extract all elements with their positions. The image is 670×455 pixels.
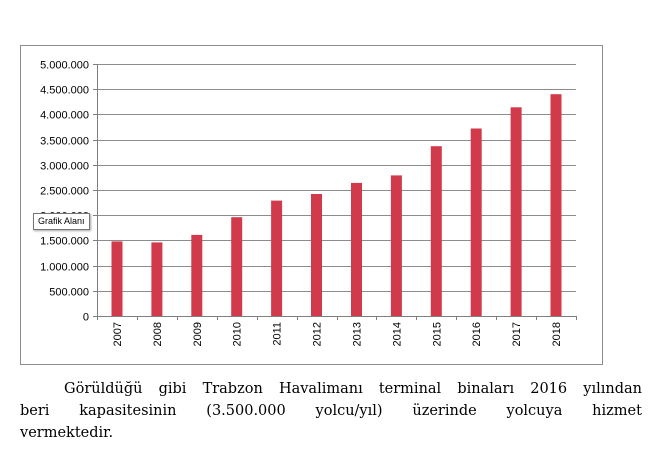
- bar-2017: [510, 107, 522, 316]
- caption-line-2-word: (3.500.000: [206, 403, 286, 419]
- x-tick-label: 2013: [351, 322, 363, 346]
- caption-line-3: vermektedir.: [20, 425, 114, 441]
- caption-line-2-word: hizmet: [592, 403, 642, 419]
- bar-2016: [470, 128, 482, 316]
- y-tick-label: 4.500.000: [40, 85, 89, 97]
- y-tick-labels: 0500.0001.000.0001.500.0002.000.0002.500…: [40, 60, 89, 324]
- x-tick-label: 2007: [112, 322, 124, 346]
- x-tick-label: 2010: [232, 322, 244, 346]
- y-tick-label: 3.500.000: [40, 136, 89, 148]
- bar-2018: [550, 94, 562, 316]
- caption-line-2-word: kapasitesinin: [79, 403, 177, 419]
- bar-2009: [191, 234, 203, 316]
- y-tick-label: 2.500.000: [40, 186, 89, 198]
- bar-2014: [390, 175, 402, 316]
- bar-2010: [231, 217, 243, 316]
- bar-2008: [151, 242, 163, 316]
- y-tick-label: 0: [83, 312, 89, 324]
- caption-line-2-word: üzerinde: [412, 403, 477, 419]
- caption-line-1-word: gibi: [158, 381, 187, 397]
- caption-line-1-word: terminal: [378, 381, 442, 397]
- bar-2015: [430, 146, 442, 316]
- x-tick-labels: 2007 2008 2009 2010 2011 2012 2013 2014 2015 2016…: [112, 322, 563, 346]
- bar-2007: [111, 241, 123, 316]
- bar-2013: [351, 182, 362, 316]
- caption-paragraph: Görüldüğü gibi Trabzon Havalimanı terminal bi…: [20, 378, 642, 444]
- y-tick-label: 4.000.000: [40, 110, 89, 122]
- x-tick-label: 2018: [551, 322, 563, 346]
- caption-line-1-word: 2016: [530, 381, 568, 397]
- caption-line-1-word: Havalimanı: [278, 381, 363, 397]
- caption-line-2-word: beri: [20, 403, 50, 419]
- axes: [93, 64, 577, 320]
- caption-line-1-word: Trabzon: [202, 381, 263, 397]
- x-tick-label: 2009: [192, 322, 204, 346]
- caption-line-1-word: Görüldüğü: [64, 381, 143, 397]
- caption-line-1-word: binaları: [457, 381, 515, 397]
- bars: [111, 94, 562, 316]
- y-tick-label: 1.500.000: [40, 236, 89, 248]
- caption-line-2-word: yolcu/yıl): [315, 403, 383, 419]
- x-tick-label: 2016: [471, 322, 483, 346]
- caption-line-2: beri kapasitesinin (3.500.000 yolcu/yıl) üze…: [20, 400, 642, 422]
- chart-area[interactable]: 0500.0001.000.0001.500.0002.000.0002.500…: [20, 45, 603, 365]
- caption-line-1: Görüldüğü gibi Trabzon Havalimanı terminal bi…: [20, 378, 642, 400]
- x-tick-label: 2012: [312, 322, 324, 346]
- bar-2012: [311, 194, 322, 316]
- gridlines: [97, 64, 576, 292]
- x-tick-label: 2017: [511, 322, 523, 346]
- x-tick-label: 2008: [152, 322, 164, 346]
- x-tick-label: 2015: [431, 322, 443, 346]
- caption-line-2-word: yolcuya: [506, 403, 563, 419]
- caption-line-1-word: yılından: [583, 381, 642, 397]
- y-tick-label: 5.000.000: [40, 60, 89, 72]
- y-tick-label: 3.000.000: [40, 161, 89, 173]
- y-tick-label: 1.000.000: [40, 262, 89, 274]
- chart-area-tooltip: Grafik Alanı: [33, 213, 90, 230]
- x-tick-label: 2014: [391, 322, 403, 346]
- y-tick-label: 500.000: [49, 287, 89, 299]
- bar-2011: [271, 200, 283, 316]
- bar-chart: 0500.0001.000.0001.500.0002.000.0002.500…: [40, 60, 577, 346]
- x-tick-label: 2011: [272, 322, 284, 346]
